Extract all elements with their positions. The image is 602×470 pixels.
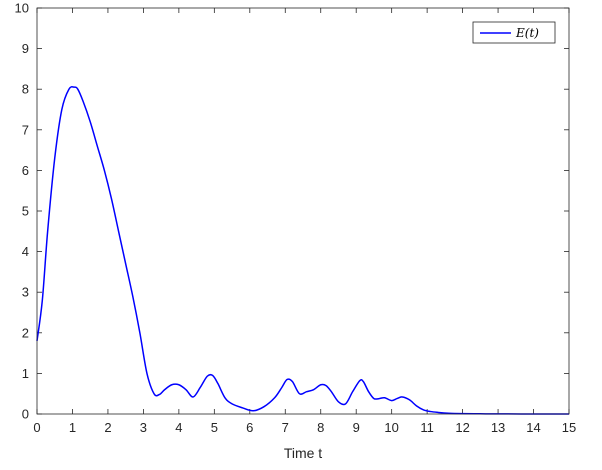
x-tick-label: 0 (33, 420, 40, 435)
series-line-e-t (36, 86, 569, 415)
x-tick-label: 12 (455, 420, 469, 435)
x-tick-label: 10 (384, 420, 398, 435)
y-tick-label: 1 (22, 366, 29, 381)
x-tick-label: 13 (491, 420, 505, 435)
x-tick-label: 15 (562, 420, 576, 435)
y-tick-label: 0 (22, 407, 29, 422)
plot-area (37, 8, 569, 414)
plot-frame (36, 7, 570, 415)
y-tick-label: 7 (22, 122, 29, 137)
y-tick-label: 3 (22, 285, 29, 300)
legend: E(t) (472, 21, 556, 44)
x-tick-label: 4 (175, 420, 182, 435)
y-tick-label: 4 (22, 244, 29, 259)
y-tick-label: 6 (22, 163, 29, 178)
x-axis-title: Time t (284, 445, 322, 461)
y-tick-label: 2 (22, 325, 29, 340)
legend-label: E(t) (515, 26, 539, 40)
x-tick-label: 5 (211, 420, 218, 435)
y-tick-label: 8 (22, 82, 29, 97)
y-tick-label: 5 (22, 204, 29, 219)
axes-ticks (36, 7, 570, 415)
x-tick-label: 14 (526, 420, 540, 435)
x-tick-label: 2 (104, 420, 111, 435)
legend-box (472, 21, 556, 44)
x-tick-label: 7 (282, 420, 289, 435)
x-tick-label: 1 (69, 420, 76, 435)
x-tick-label: 11 (420, 420, 434, 435)
y-tick-label: 9 (22, 41, 29, 56)
x-tick-label: 9 (353, 420, 360, 435)
series-layer (36, 86, 569, 415)
x-tick-label: 6 (246, 420, 253, 435)
x-tick-label: 3 (140, 420, 147, 435)
y-tick-label: 10 (15, 1, 29, 16)
x-tick-label: 8 (317, 420, 324, 435)
